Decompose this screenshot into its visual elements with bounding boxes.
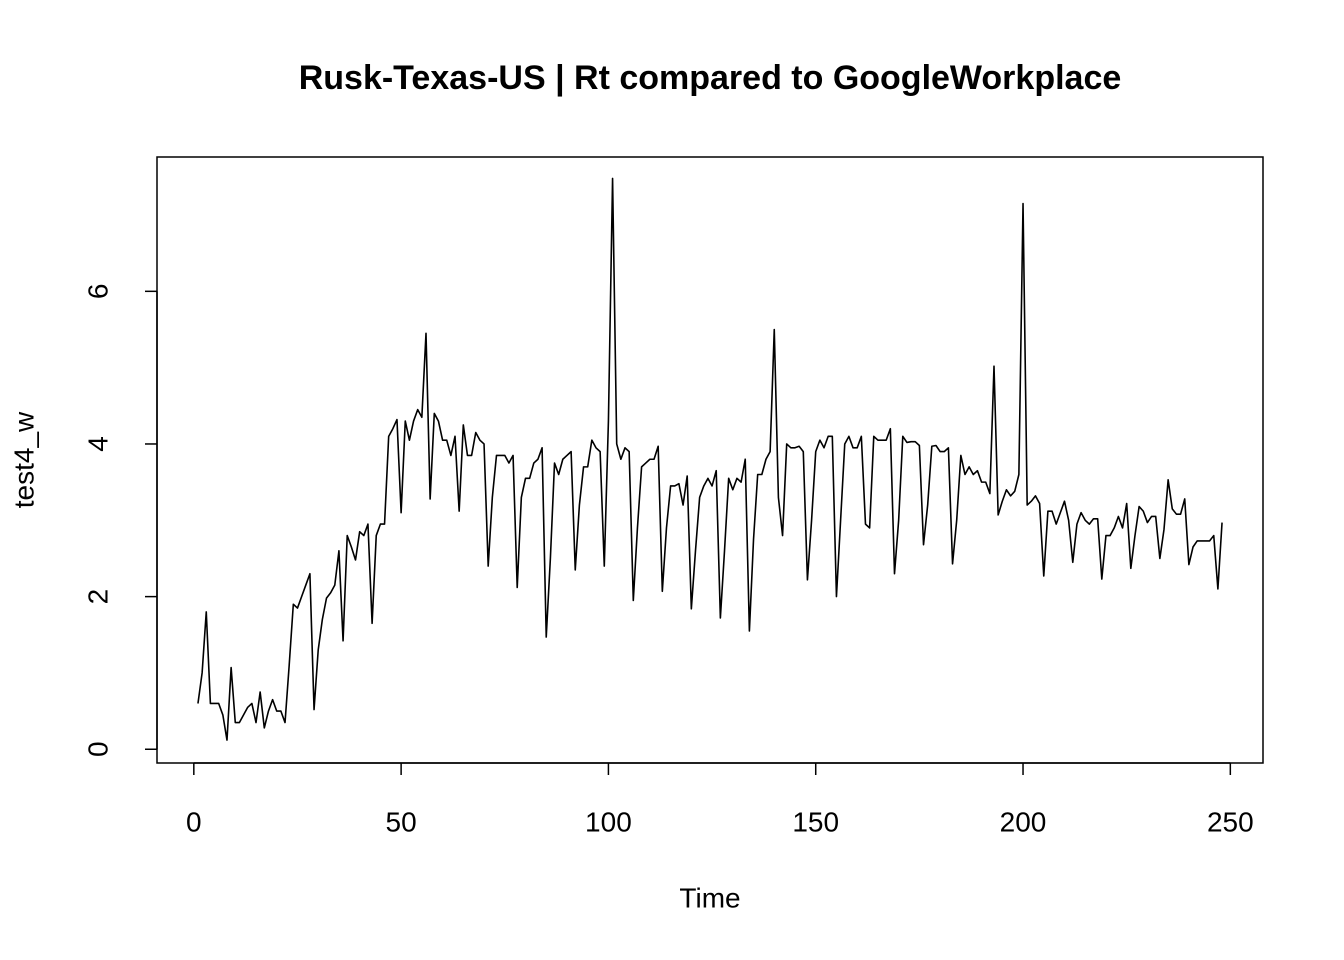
y-tick-label: 6 — [82, 284, 113, 300]
x-axis-label: Time — [679, 882, 740, 913]
plot-box — [156, 156, 1264, 764]
x-tick-label: 200 — [1000, 806, 1047, 837]
y-tick-label: 4 — [82, 436, 113, 452]
y-tick-label: 2 — [82, 589, 113, 605]
x-tick-label: 250 — [1207, 806, 1254, 837]
series-line — [197, 177, 1223, 741]
y-tick-label: 0 — [82, 741, 113, 757]
x-tick-label: 50 — [386, 806, 417, 837]
x-tick-label: 150 — [792, 806, 839, 837]
x-tick-label: 0 — [186, 806, 202, 837]
chart-title: Rusk-Texas-US | Rt compared to GoogleWor… — [299, 59, 1122, 97]
x-tick-label: 100 — [585, 806, 632, 837]
y-axis-label: test4_w — [8, 411, 39, 508]
